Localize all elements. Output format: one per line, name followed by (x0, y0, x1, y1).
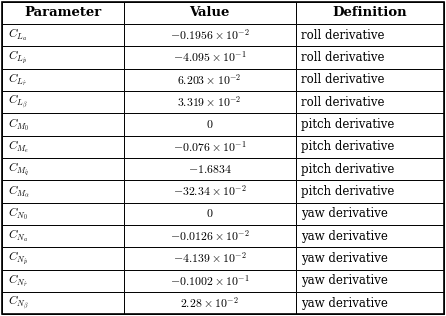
Text: $C_{L_{\hat{r}}}$: $C_{L_{\hat{r}}}$ (8, 72, 26, 88)
Text: $0$: $0$ (206, 207, 214, 220)
Bar (2, 225, 124, 247)
Text: $C_{M_e}$: $C_{M_e}$ (8, 139, 29, 155)
Text: $C_{N_{\beta}}$: $C_{N_{\beta}}$ (8, 294, 28, 312)
Bar (2, 180, 124, 203)
Text: yaw derivative: yaw derivative (301, 274, 388, 287)
Text: yaw derivative: yaw derivative (301, 297, 388, 310)
Text: $-4.095 \times 10^{-1}$: $-4.095 \times 10^{-1}$ (173, 50, 247, 65)
Text: roll derivative: roll derivative (301, 96, 385, 109)
Text: $C_{L_{\hat{p}}}$: $C_{L_{\hat{p}}}$ (8, 49, 26, 66)
Bar (2, 24, 124, 46)
Bar (2, 270, 124, 292)
Text: roll derivative: roll derivative (301, 51, 385, 64)
Text: $C_{M_{\hat{q}}}$: $C_{M_{\hat{q}}}$ (8, 161, 29, 178)
Text: Parameter: Parameter (25, 6, 102, 19)
Text: Value: Value (190, 6, 230, 19)
Bar (124, 69, 296, 91)
Text: $-0.0126 \times 10^{-2}$: $-0.0126 \times 10^{-2}$ (170, 229, 250, 244)
Text: $3.319 \times 10^{-2}$: $3.319 \times 10^{-2}$ (178, 95, 242, 110)
Text: $C_{N_{\hat{p}}}$: $C_{N_{\hat{p}}}$ (8, 250, 28, 267)
Bar (2, 247, 124, 270)
Bar (124, 46, 296, 69)
Bar (124, 270, 296, 292)
Bar (296, 203, 444, 225)
Bar (296, 247, 444, 270)
Bar (2, 91, 124, 113)
Text: yaw derivative: yaw derivative (301, 230, 388, 243)
Bar (124, 203, 296, 225)
Text: $6.203 \times 10^{-2}$: $6.203 \times 10^{-2}$ (178, 72, 242, 87)
Bar (2, 2, 124, 24)
Bar (2, 113, 124, 136)
Bar (124, 2, 296, 24)
Bar (2, 46, 124, 69)
Bar (124, 113, 296, 136)
Bar (296, 225, 444, 247)
Text: pitch derivative: pitch derivative (301, 185, 395, 198)
Bar (296, 91, 444, 113)
Text: pitch derivative: pitch derivative (301, 118, 395, 131)
Text: $C_{N_a}$: $C_{N_a}$ (8, 228, 28, 244)
Text: $C_{M_0}$: $C_{M_0}$ (8, 116, 29, 133)
Text: $C_{L_{\beta}}$: $C_{L_{\beta}}$ (8, 93, 27, 111)
Text: Definition: Definition (333, 6, 407, 19)
Bar (124, 158, 296, 180)
Text: pitch derivative: pitch derivative (301, 163, 395, 176)
Text: $-1.6834$: $-1.6834$ (188, 163, 231, 176)
Bar (296, 180, 444, 203)
Bar (124, 247, 296, 270)
Text: pitch derivative: pitch derivative (301, 140, 395, 153)
Bar (2, 69, 124, 91)
Text: roll derivative: roll derivative (301, 29, 385, 42)
Bar (296, 69, 444, 91)
Bar (296, 113, 444, 136)
Bar (124, 136, 296, 158)
Bar (296, 136, 444, 158)
Text: $C_{N_{\hat{r}}}$: $C_{N_{\hat{r}}}$ (8, 273, 27, 289)
Bar (2, 203, 124, 225)
Text: yaw derivative: yaw derivative (301, 252, 388, 265)
Text: roll derivative: roll derivative (301, 73, 385, 86)
Bar (2, 136, 124, 158)
Bar (296, 292, 444, 314)
Text: $C_{M_{\alpha}}$: $C_{M_{\alpha}}$ (8, 184, 29, 199)
Bar (2, 158, 124, 180)
Bar (124, 24, 296, 46)
Bar (124, 292, 296, 314)
Text: $-0.076 \times 10^{-1}$: $-0.076 \times 10^{-1}$ (173, 139, 247, 154)
Bar (124, 180, 296, 203)
Bar (124, 91, 296, 113)
Text: $-4.139 \times 10^{-2}$: $-4.139 \times 10^{-2}$ (173, 251, 247, 266)
Text: $-0.1002 \times 10^{-1}$: $-0.1002 \times 10^{-1}$ (170, 273, 249, 289)
Bar (296, 24, 444, 46)
Bar (296, 2, 444, 24)
Bar (2, 292, 124, 314)
Bar (124, 225, 296, 247)
Bar (296, 158, 444, 180)
Bar (296, 46, 444, 69)
Text: $0$: $0$ (206, 118, 214, 131)
Text: $-32.34 \times 10^{-2}$: $-32.34 \times 10^{-2}$ (173, 184, 247, 199)
Text: $C_{L_a}$: $C_{L_a}$ (8, 27, 27, 43)
Text: $2.28 \times 10^{-2}$: $2.28 \times 10^{-2}$ (181, 296, 239, 311)
Text: yaw derivative: yaw derivative (301, 207, 388, 220)
Bar (296, 270, 444, 292)
Text: $-0.1956 \times 10^{-2}$: $-0.1956 \times 10^{-2}$ (170, 27, 250, 43)
Text: $C_{N_0}$: $C_{N_0}$ (8, 206, 27, 222)
